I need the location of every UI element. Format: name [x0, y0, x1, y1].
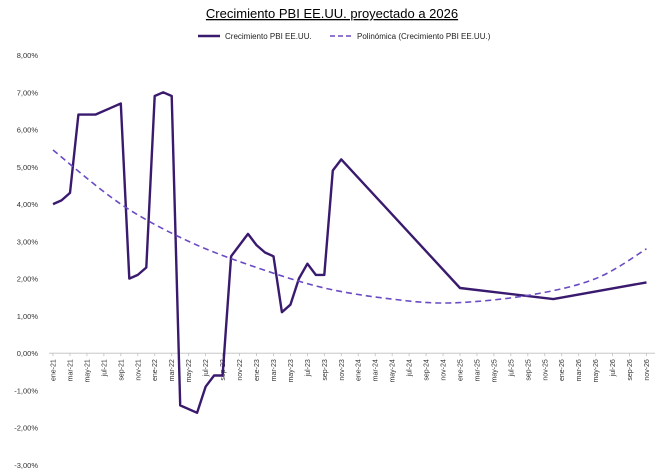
x-tick-label: jul-26 [610, 359, 617, 377]
x-tick-label: may-25 [491, 359, 498, 382]
x-tick-label: sep-21 [118, 359, 125, 381]
y-tick-label: 8,00% [17, 51, 39, 60]
x-tick-label: may-26 [593, 359, 600, 382]
y-tick-label: 7,00% [17, 88, 39, 97]
series-layer [52, 91, 647, 414]
x-tick-label: nov-22 [237, 359, 244, 381]
y-tick-label: -3,00% [14, 461, 38, 470]
x-tick-label: sep-24 [424, 359, 431, 381]
x-tick-label: nov-23 [339, 359, 346, 381]
chart-title: Crecimiento PBI EE.UU. proyectado a 2026 [206, 6, 458, 21]
legend-label-series: Crecimiento PBI EE.UU. [225, 32, 312, 41]
x-tick-label: nov-21 [135, 359, 142, 381]
x-tick-label: ene-21 [51, 359, 58, 381]
legend-label-trend: Polinómica (Crecimiento PBI EE.UU.) [357, 32, 491, 41]
y-tick-label: 3,00% [17, 237, 39, 246]
y-tick-label: -2,00% [14, 424, 38, 433]
y-tick-label: 0,00% [17, 349, 39, 358]
x-tick-label: jul-21 [101, 359, 108, 377]
x-tick-label: jul-25 [508, 359, 515, 377]
x-tick-label: ene-24 [356, 359, 363, 381]
series-line-trend [52, 149, 647, 304]
y-tick-label: 2,00% [17, 275, 39, 284]
x-tick-label: sep-25 [525, 359, 532, 381]
legend: Crecimiento PBI EE.UU. Polinómica (Creci… [198, 32, 491, 41]
y-tick-label: 1,00% [17, 312, 39, 321]
y-tick-label: 6,00% [17, 126, 39, 135]
x-tick-label: nov-24 [441, 359, 448, 381]
x-tick-label: ene-22 [152, 359, 159, 381]
x-tick-label: jul-22 [203, 359, 210, 377]
y-tick-label: 4,00% [17, 200, 39, 209]
x-tick-label: mar-21 [67, 359, 74, 381]
x-tick-label: may-23 [288, 359, 295, 382]
y-tick-label: 5,00% [17, 163, 39, 172]
x-tick-label: mar-22 [169, 359, 176, 381]
y-tick-label: -1,00% [14, 386, 38, 395]
x-tick-label: nov-26 [644, 359, 651, 381]
x-tick-label: ene-23 [254, 359, 261, 381]
series-line-gdp [52, 91, 647, 414]
x-tick-label: jul-23 [305, 359, 312, 377]
x-tick-label: sep-26 [627, 359, 634, 381]
x-tick-label: mar-23 [271, 359, 278, 381]
x-tick-label: ene-25 [457, 359, 464, 381]
x-tick-label: ene-26 [559, 359, 566, 381]
x-tick-label: mar-26 [576, 359, 583, 381]
x-axis: ene-21 mar-21 may-21 jul-21 sep-21 nov-21 ene-… [51, 353, 651, 383]
x-tick-label: may-21 [84, 359, 91, 382]
x-tick-label: may-22 [186, 359, 193, 382]
x-tick-label: jul-24 [407, 359, 414, 377]
x-tick-label: nov-25 [542, 359, 549, 381]
x-tick-label: mar-24 [373, 359, 380, 381]
x-tick-label: sep-23 [322, 359, 329, 381]
y-axis: 8,00% 7,00% 6,00% 5,00% 4,00% 3,00% 2,00% 1,00%… [14, 51, 38, 470]
x-tick-label: may-24 [390, 359, 397, 382]
x-tick-label: mar-25 [474, 359, 481, 381]
